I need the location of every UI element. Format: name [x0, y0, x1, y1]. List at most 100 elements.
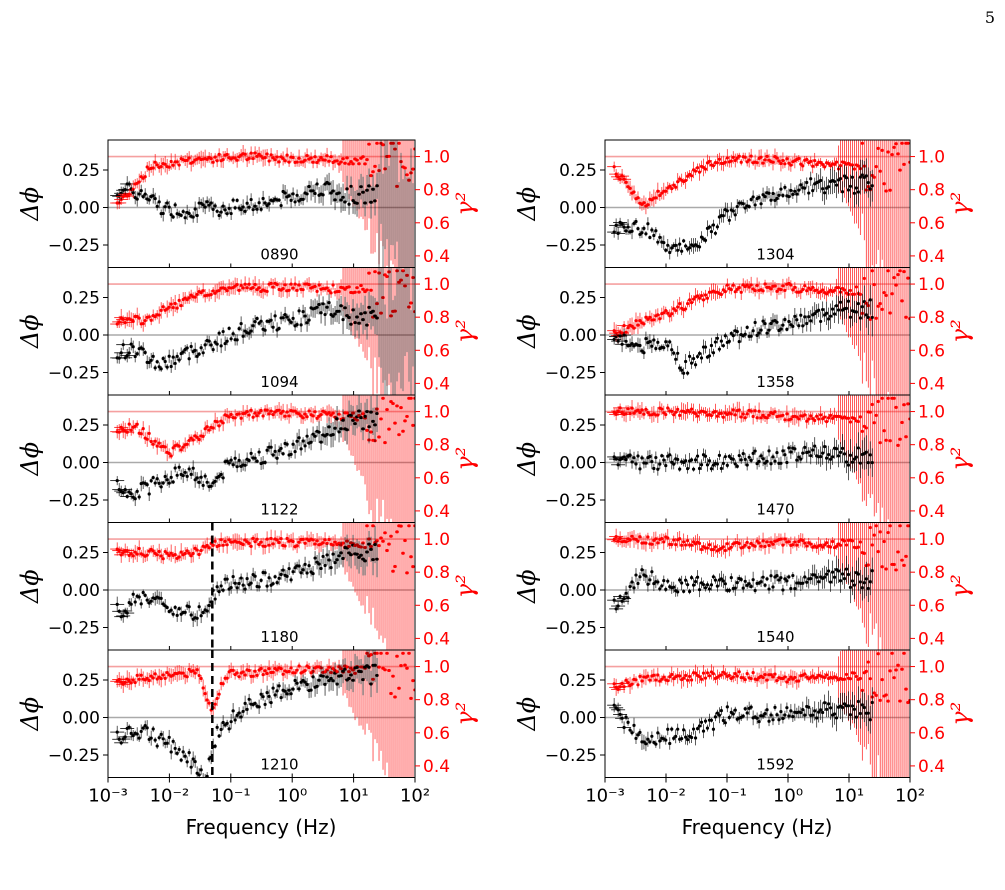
coherence-point	[391, 674, 395, 678]
coherence-point	[614, 535, 618, 539]
coherence-point	[801, 164, 805, 168]
phase-point	[644, 574, 648, 578]
coherence-point	[115, 322, 119, 326]
phase-point	[636, 581, 640, 586]
coherence-point	[323, 158, 327, 162]
coherence-point	[902, 269, 906, 274]
coherence-point	[323, 538, 327, 542]
coherence-point	[207, 701, 211, 705]
coherence-point	[781, 284, 785, 288]
phase-point	[249, 581, 253, 585]
coherence-point	[361, 412, 365, 416]
coherence-point	[737, 286, 741, 290]
left-tick-label: 0.00	[559, 454, 597, 474]
coherence-point	[169, 302, 173, 306]
phase-point	[644, 232, 648, 236]
phase-point	[241, 334, 245, 338]
phase-point	[317, 678, 321, 682]
coherence-point	[745, 160, 749, 164]
phase-point	[205, 609, 209, 613]
coherence-point	[640, 408, 644, 412]
phase-point	[747, 455, 751, 459]
panel-label: 1094	[260, 373, 298, 391]
coherence-point	[821, 288, 825, 292]
phase-point	[205, 480, 209, 484]
coherence-point	[664, 189, 668, 193]
coherence-point	[343, 161, 347, 165]
phase-point	[699, 356, 704, 360]
coherence-point	[291, 539, 295, 544]
coherence-point	[872, 175, 876, 179]
phase-point	[682, 371, 686, 375]
phase-point	[691, 467, 696, 471]
phase-point	[231, 332, 235, 336]
coherence-point	[167, 451, 171, 456]
phase-point	[293, 678, 297, 683]
phase-point	[846, 463, 851, 467]
phase-point	[809, 454, 813, 458]
coherence-point	[337, 412, 341, 416]
phase-point	[664, 463, 668, 468]
phase-point	[267, 694, 271, 699]
phase-point	[731, 457, 735, 461]
left-tick-label: 0.00	[62, 709, 100, 729]
coherence-point	[185, 549, 189, 553]
coherence-point	[632, 326, 636, 330]
coherence-point	[688, 410, 692, 414]
coherence-point	[860, 141, 864, 145]
phase-point	[301, 568, 305, 572]
coherence-point	[618, 536, 622, 540]
phase-point	[315, 182, 319, 186]
coherence-point	[371, 170, 375, 174]
coherence-point	[187, 551, 191, 555]
coherence-point	[385, 274, 389, 279]
phase-point	[121, 737, 125, 741]
phase-point	[753, 203, 757, 207]
phase-point	[805, 321, 809, 326]
coherence-point	[811, 285, 815, 290]
coherence-point	[759, 416, 763, 420]
phase-point	[652, 338, 656, 342]
phase-point	[648, 578, 652, 582]
coherence-point	[339, 160, 343, 164]
coherence-point	[181, 445, 185, 449]
phase-point	[846, 299, 851, 303]
coherence-point	[697, 296, 702, 300]
coherence-point	[813, 418, 817, 423]
phase-point	[313, 434, 317, 438]
phase-point	[652, 466, 656, 471]
phase-point	[351, 418, 355, 422]
coherence-point	[217, 543, 221, 548]
phase-point	[247, 697, 251, 701]
right-axis-title: γ²	[451, 192, 479, 216]
coherence-point	[809, 414, 813, 418]
coherence-point	[271, 412, 275, 417]
phase-point	[177, 465, 181, 469]
phase-point	[828, 314, 833, 318]
coherence-point	[880, 396, 884, 400]
coherence-point	[133, 424, 137, 428]
phase-point	[121, 491, 125, 495]
coherence-point	[243, 282, 247, 286]
coherence-point	[255, 673, 259, 677]
phase-point	[834, 183, 839, 187]
coherence-point	[375, 539, 379, 543]
phase-point	[707, 354, 712, 358]
coherence-point	[195, 668, 199, 672]
phase-point	[305, 192, 309, 196]
coherence-point	[317, 283, 321, 287]
coherence-point	[743, 416, 747, 420]
phase-point	[137, 736, 141, 740]
phase-point	[317, 430, 321, 434]
phase-point	[141, 726, 145, 730]
coherence-point	[235, 671, 239, 675]
coherence-point	[723, 160, 727, 164]
coherence-point	[345, 156, 349, 160]
phase-point	[187, 605, 191, 609]
coherence-point	[707, 159, 712, 163]
coherence-point	[149, 318, 153, 322]
phase-point	[846, 188, 851, 192]
coherence-point	[864, 426, 868, 430]
phase-point	[359, 553, 363, 557]
